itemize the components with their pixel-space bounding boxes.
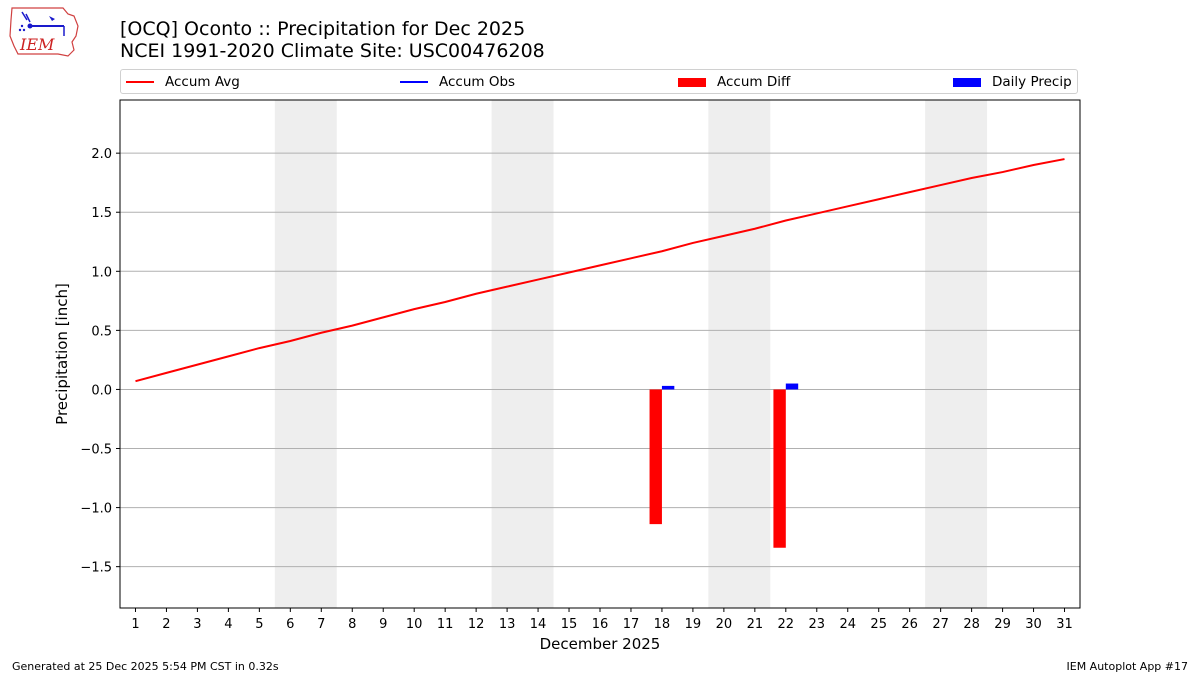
x-tick-label: 19 xyxy=(685,617,702,632)
logo-text: IEM xyxy=(19,35,55,54)
x-tick-label: 14 xyxy=(530,617,547,632)
weekend-shade xyxy=(708,100,771,608)
x-tick-label: 10 xyxy=(406,617,423,632)
legend-swatch-accum-avg xyxy=(126,81,154,83)
legend-label-daily-precip: Daily Precip xyxy=(992,74,1072,90)
x-tick-label: 12 xyxy=(468,617,485,632)
legend: Accum Avg Accum Obs Accum Diff Daily Pre… xyxy=(120,69,1078,94)
x-tick-label: 16 xyxy=(592,617,609,632)
x-tick-label: 31 xyxy=(1056,617,1073,632)
accum-avg-line xyxy=(135,158,1065,383)
y-axis-label: Precipitation [inch] xyxy=(53,283,71,425)
x-tick-label: 17 xyxy=(623,617,640,632)
x-tick-label: 4 xyxy=(224,617,232,632)
legend-label-accum-obs: Accum Obs xyxy=(439,74,516,90)
x-tick-label: 27 xyxy=(932,617,949,632)
daily-precip-bar xyxy=(661,385,675,390)
accum-diff-bar xyxy=(773,389,786,548)
legend-item-accum-avg: Accum Avg xyxy=(126,73,240,91)
legend-label-accum-avg: Accum Avg xyxy=(165,74,240,90)
legend-item-accum-diff: Accum Diff xyxy=(678,73,790,91)
legend-swatch-accum-obs xyxy=(400,81,428,83)
legend-swatch-accum-diff xyxy=(678,77,706,87)
chart-subtitle: NCEI 1991-2020 Climate Site: USC00476208 xyxy=(120,40,545,62)
iem-logo: IEM xyxy=(9,7,79,57)
x-tick-label: 29 xyxy=(994,617,1011,632)
x-tick-label: 13 xyxy=(499,617,516,632)
x-tick-label: 18 xyxy=(654,617,671,632)
y-tick-label: 2.0 xyxy=(91,147,112,162)
x-tick-label: 8 xyxy=(348,617,356,632)
y-tick-label: 0.0 xyxy=(91,383,112,398)
x-tick-label: 25 xyxy=(870,617,887,632)
x-tick-label: 1 xyxy=(131,617,139,632)
chart-title: [OCQ] Oconto :: Precipitation for Dec 20… xyxy=(120,18,526,40)
legend-item-accum-obs: Accum Obs xyxy=(400,73,515,91)
x-tick-label: 26 xyxy=(901,617,918,632)
x-tick-label: 24 xyxy=(839,617,856,632)
legend-swatch-daily-precip xyxy=(953,77,981,87)
footer-generated: Generated at 25 Dec 2025 5:54 PM CST in … xyxy=(12,660,279,673)
x-tick-label: 9 xyxy=(379,617,387,632)
x-tick-label: 3 xyxy=(193,617,201,632)
y-tick-label: 1.0 xyxy=(91,265,112,280)
x-tick-label: 5 xyxy=(255,617,263,632)
x-tick-label: 11 xyxy=(437,617,454,632)
x-tick-label: 20 xyxy=(716,617,733,632)
weekend-shade xyxy=(491,100,554,608)
weekend-shade xyxy=(925,100,988,608)
y-tick-label: 0.5 xyxy=(91,324,112,339)
y-tick-label: −1.5 xyxy=(80,561,112,576)
x-tick-label: 23 xyxy=(809,617,826,632)
x-tick-label: 21 xyxy=(747,617,764,632)
weekend-shade xyxy=(274,100,337,608)
y-tick-label: −1.0 xyxy=(80,502,112,517)
y-tick-label: 1.5 xyxy=(91,206,112,221)
footer-app: IEM Autoplot App #17 xyxy=(1066,660,1189,673)
x-tick-label: 6 xyxy=(286,617,294,632)
accum-diff-bar xyxy=(649,389,662,525)
x-tick-label: 2 xyxy=(162,617,170,632)
y-tick-label: −0.5 xyxy=(80,443,112,458)
x-axis-label: December 2025 xyxy=(540,635,661,653)
x-tick-label: 30 xyxy=(1025,617,1042,632)
x-tick-label: 22 xyxy=(778,617,795,632)
daily-precip-bar xyxy=(785,383,799,390)
x-tick-label: 7 xyxy=(317,617,325,632)
x-tick-label: 15 xyxy=(561,617,578,632)
x-tick-label: 28 xyxy=(963,617,980,632)
legend-item-daily-precip: Daily Precip xyxy=(953,73,1072,91)
legend-label-accum-diff: Accum Diff xyxy=(717,74,791,90)
